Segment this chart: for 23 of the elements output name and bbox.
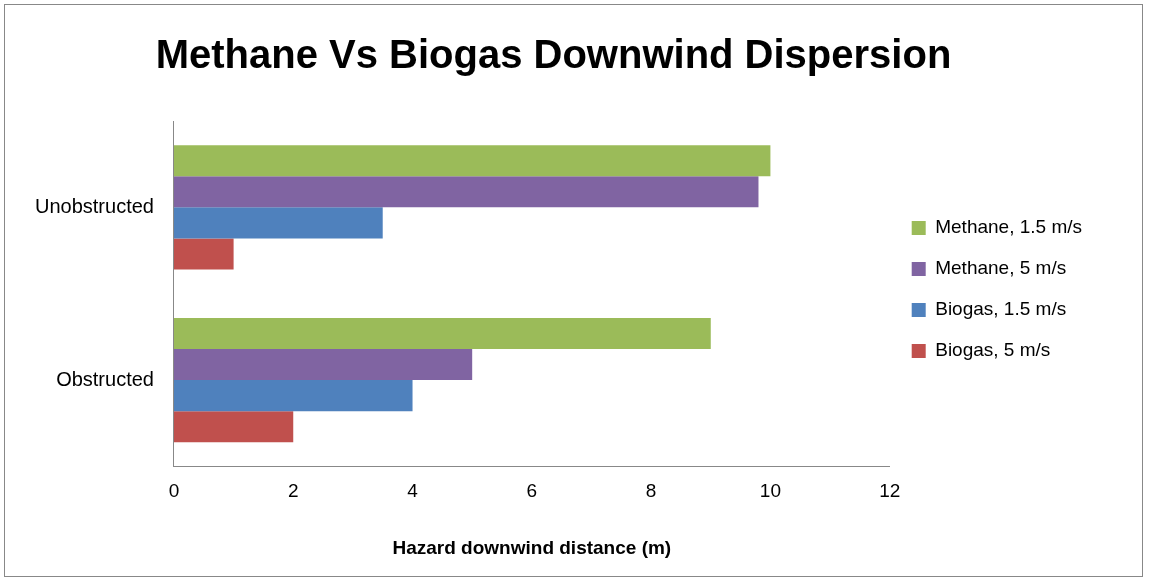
x-axis-title: Hazard downwind distance (m) (392, 536, 672, 558)
legend-label: Methane, 1.5 m/s (935, 216, 1082, 238)
x-tick-label: 0 (168, 480, 180, 502)
legend-label: Biogas, 1.5 m/s (935, 298, 1067, 320)
x-tick-label: 4 (407, 480, 419, 502)
legend-label: Biogas, 5 m/s (935, 339, 1051, 361)
bar (173, 238, 234, 270)
x-tick-label: 2 (287, 480, 299, 502)
x-tick-label: 12 (879, 480, 901, 502)
x-tick-label: 6 (526, 480, 538, 502)
x-tick-label: 10 (759, 480, 781, 502)
bar (173, 176, 759, 208)
y-tick-label: Unobstructed (34, 194, 154, 217)
x-tick-label: 8 (645, 480, 657, 502)
y-tick-label: Obstructed (56, 367, 154, 390)
chart-title: Methane Vs Biogas Downwind Dispersion (155, 32, 952, 77)
bar (173, 411, 294, 443)
bar (173, 380, 413, 412)
bar (173, 207, 383, 239)
bar (173, 317, 711, 349)
legend-label: Methane, 5 m/s (935, 257, 1067, 279)
bar (173, 145, 771, 177)
bar (173, 348, 473, 381)
